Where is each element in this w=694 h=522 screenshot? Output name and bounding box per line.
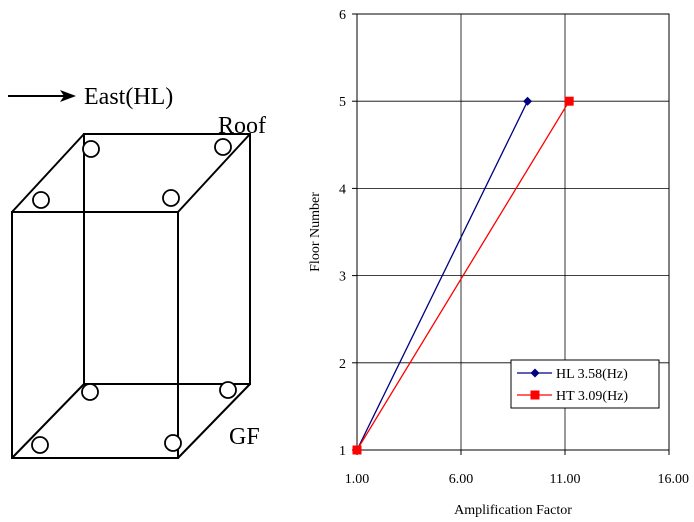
data-point-diamond: [523, 96, 533, 106]
sensor-marker: [219, 381, 237, 399]
legend-label-ht: HT 3.09(Hz): [556, 389, 628, 404]
building-frame: [11, 133, 251, 459]
y-tick-label: 5: [339, 95, 346, 110]
ground-floor-label: GF: [229, 424, 260, 450]
x-ticks: 1.00 6.00 11.00 16.00: [345, 450, 689, 487]
legend: HL 3.58(Hz) HT 3.09(Hz): [510, 359, 660, 409]
sensor-marker: [162, 189, 180, 207]
x-tick-label: 1.00: [345, 472, 370, 487]
direction-label: East(HL): [84, 84, 173, 110]
direction-arrow-head: [60, 90, 76, 102]
y-tick-label: 4: [339, 182, 346, 197]
legend-label-hl: HL 3.58(Hz): [556, 367, 628, 382]
plot-area: [356, 13, 670, 451]
y-tick-label: 1: [339, 444, 346, 459]
y-tick-label: 3: [339, 270, 346, 285]
sensor-marker: [164, 434, 182, 452]
chart: 1 2 3 4 5 6 1.00 6.00 11.00 16.00 Floor Number A…: [308, 8, 689, 518]
roof-label: Roof: [218, 113, 266, 139]
sensor-marker: [81, 383, 99, 401]
x-tick-label: 11.00: [550, 472, 581, 487]
data-point-square: [564, 96, 574, 106]
legend-marker-hl: [530, 368, 540, 378]
sensor-markers: [31, 138, 237, 454]
legend-box: [510, 359, 660, 409]
y-tick-label: 6: [339, 8, 346, 23]
x-tick-label: 6.00: [449, 472, 474, 487]
building-diagram: East(HL) Roof GF: [8, 84, 266, 459]
sensor-marker: [214, 138, 232, 156]
sensor-marker: [31, 436, 49, 454]
y-tick-label: 2: [339, 357, 346, 372]
y-ticks: 1 2 3 4 5 6: [339, 8, 357, 459]
legend-marker-ht: [530, 390, 540, 400]
x-tick-label: 16.00: [658, 472, 690, 487]
series-line-0: [356, 100, 529, 451]
series: [352, 96, 574, 455]
sensor-marker: [82, 140, 100, 158]
y-axis-label: Floor Number: [308, 192, 323, 272]
series-line-1: [356, 100, 570, 451]
data-point-square: [352, 445, 362, 455]
sensor-marker: [32, 191, 50, 209]
x-axis-label: Amplification Factor: [454, 503, 572, 518]
